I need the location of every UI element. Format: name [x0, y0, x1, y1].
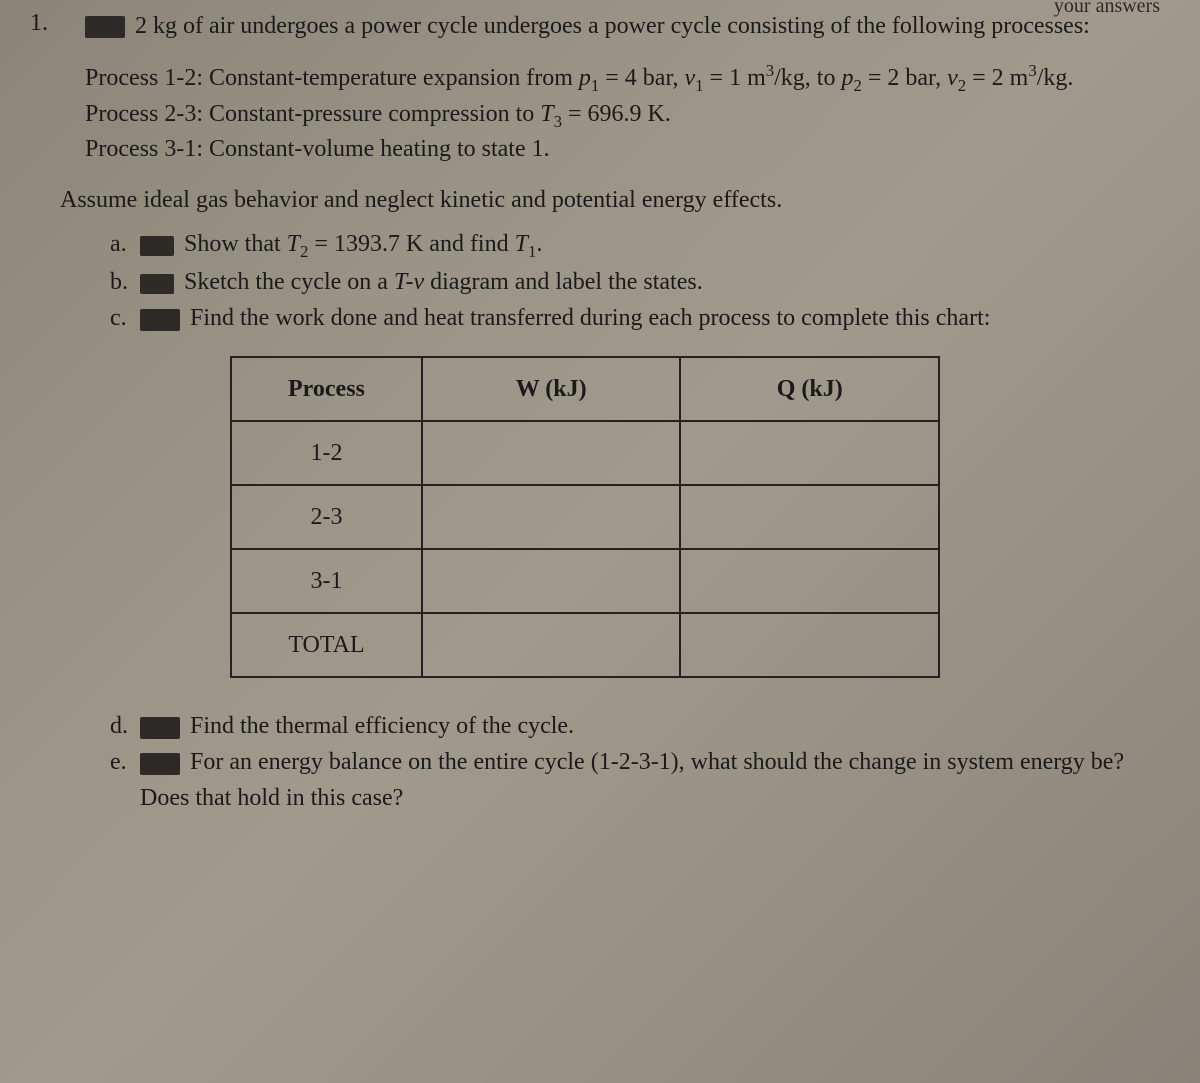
- table-row: 3-1: [231, 549, 939, 613]
- cell-q: [680, 613, 939, 677]
- table-row: 1-2: [231, 421, 939, 485]
- redact-icon: [140, 236, 174, 256]
- part-b-label: b.: [110, 264, 140, 300]
- cell-w: [422, 613, 681, 677]
- cell-q: [680, 549, 939, 613]
- redact-icon: [140, 274, 174, 294]
- problem-number: 1.: [30, 10, 48, 37]
- process-2-3: Process 2-3: Constant-pressure compressi…: [85, 98, 1170, 133]
- th-q: Q (kJ): [680, 357, 939, 421]
- cell-process: 1-2: [231, 421, 422, 485]
- redact-icon: [140, 753, 180, 775]
- redact-icon: [140, 309, 180, 331]
- lead-text: 2 kg of air undergoes a power cycle unde…: [135, 13, 1090, 39]
- problem-lead: 2 kg of air undergoes a power cycle unde…: [85, 10, 1170, 42]
- part-b: b. Sketch the cycle on a T-v diagram and…: [110, 264, 1170, 300]
- corner-text: your answers: [1054, 0, 1160, 18]
- part-b-body: Sketch the cycle on a T-v diagram and la…: [140, 264, 703, 300]
- cell-q: [680, 421, 939, 485]
- p12-pre: Process 1-2: Constant-temperature expans…: [85, 65, 579, 91]
- cell-process: TOTAL: [231, 613, 422, 677]
- th-process: Process: [231, 357, 422, 421]
- table-row: 2-3: [231, 485, 939, 549]
- work-heat-table: Process W (kJ) Q (kJ) 1-2 2-3 3-1 TOTAL: [230, 356, 940, 678]
- table-row: TOTAL: [231, 613, 939, 677]
- redact-icon: [140, 717, 180, 739]
- cell-process: 3-1: [231, 549, 422, 613]
- table-header-row: Process W (kJ) Q (kJ): [231, 357, 939, 421]
- part-c-text: Find the work done and heat transferred …: [190, 305, 990, 331]
- part-d-body: Find the thermal efficiency of the cycle…: [140, 708, 574, 744]
- cell-w: [422, 549, 681, 613]
- process-3-1: Process 3-1: Constant-volume heating to …: [85, 133, 1170, 165]
- part-c-body: Find the work done and heat transferred …: [140, 300, 990, 336]
- part-a-body: Show that T2 = 1393.7 K and find T1.: [140, 226, 542, 264]
- part-e: e. For an energy balance on the entire c…: [110, 744, 1170, 816]
- part-d: d. Find the thermal efficiency of the cy…: [110, 708, 1170, 744]
- cell-process: 2-3: [231, 485, 422, 549]
- assume-line: Assume ideal gas behavior and neglect ki…: [60, 184, 1170, 216]
- part-c-label: c.: [110, 300, 140, 336]
- part-c: c. Find the work done and heat transferr…: [110, 300, 1170, 336]
- part-d-label: d.: [110, 708, 140, 744]
- redact-icon: [85, 16, 125, 38]
- part-e-text: For an energy balance on the entire cycl…: [140, 749, 1124, 811]
- parts-de: d. Find the thermal efficiency of the cy…: [110, 708, 1170, 816]
- th-w: W (kJ): [422, 357, 681, 421]
- page: your answers 1. 2 kg of air undergoes a …: [0, 0, 1200, 846]
- cell-q: [680, 485, 939, 549]
- process-block: Process 1-2: Constant-temperature expans…: [85, 60, 1170, 165]
- part-e-label: e.: [110, 744, 140, 780]
- parts-abc: a. Show that T2 = 1393.7 K and find T1. …: [110, 226, 1170, 336]
- part-a: a. Show that T2 = 1393.7 K and find T1.: [110, 226, 1170, 264]
- cell-w: [422, 485, 681, 549]
- part-a-label: a.: [110, 226, 140, 262]
- process-1-2: Process 1-2: Constant-temperature expans…: [85, 60, 1170, 97]
- cell-w: [422, 421, 681, 485]
- part-e-body: For an energy balance on the entire cycl…: [140, 744, 1170, 816]
- part-d-text: Find the thermal efficiency of the cycle…: [190, 713, 574, 739]
